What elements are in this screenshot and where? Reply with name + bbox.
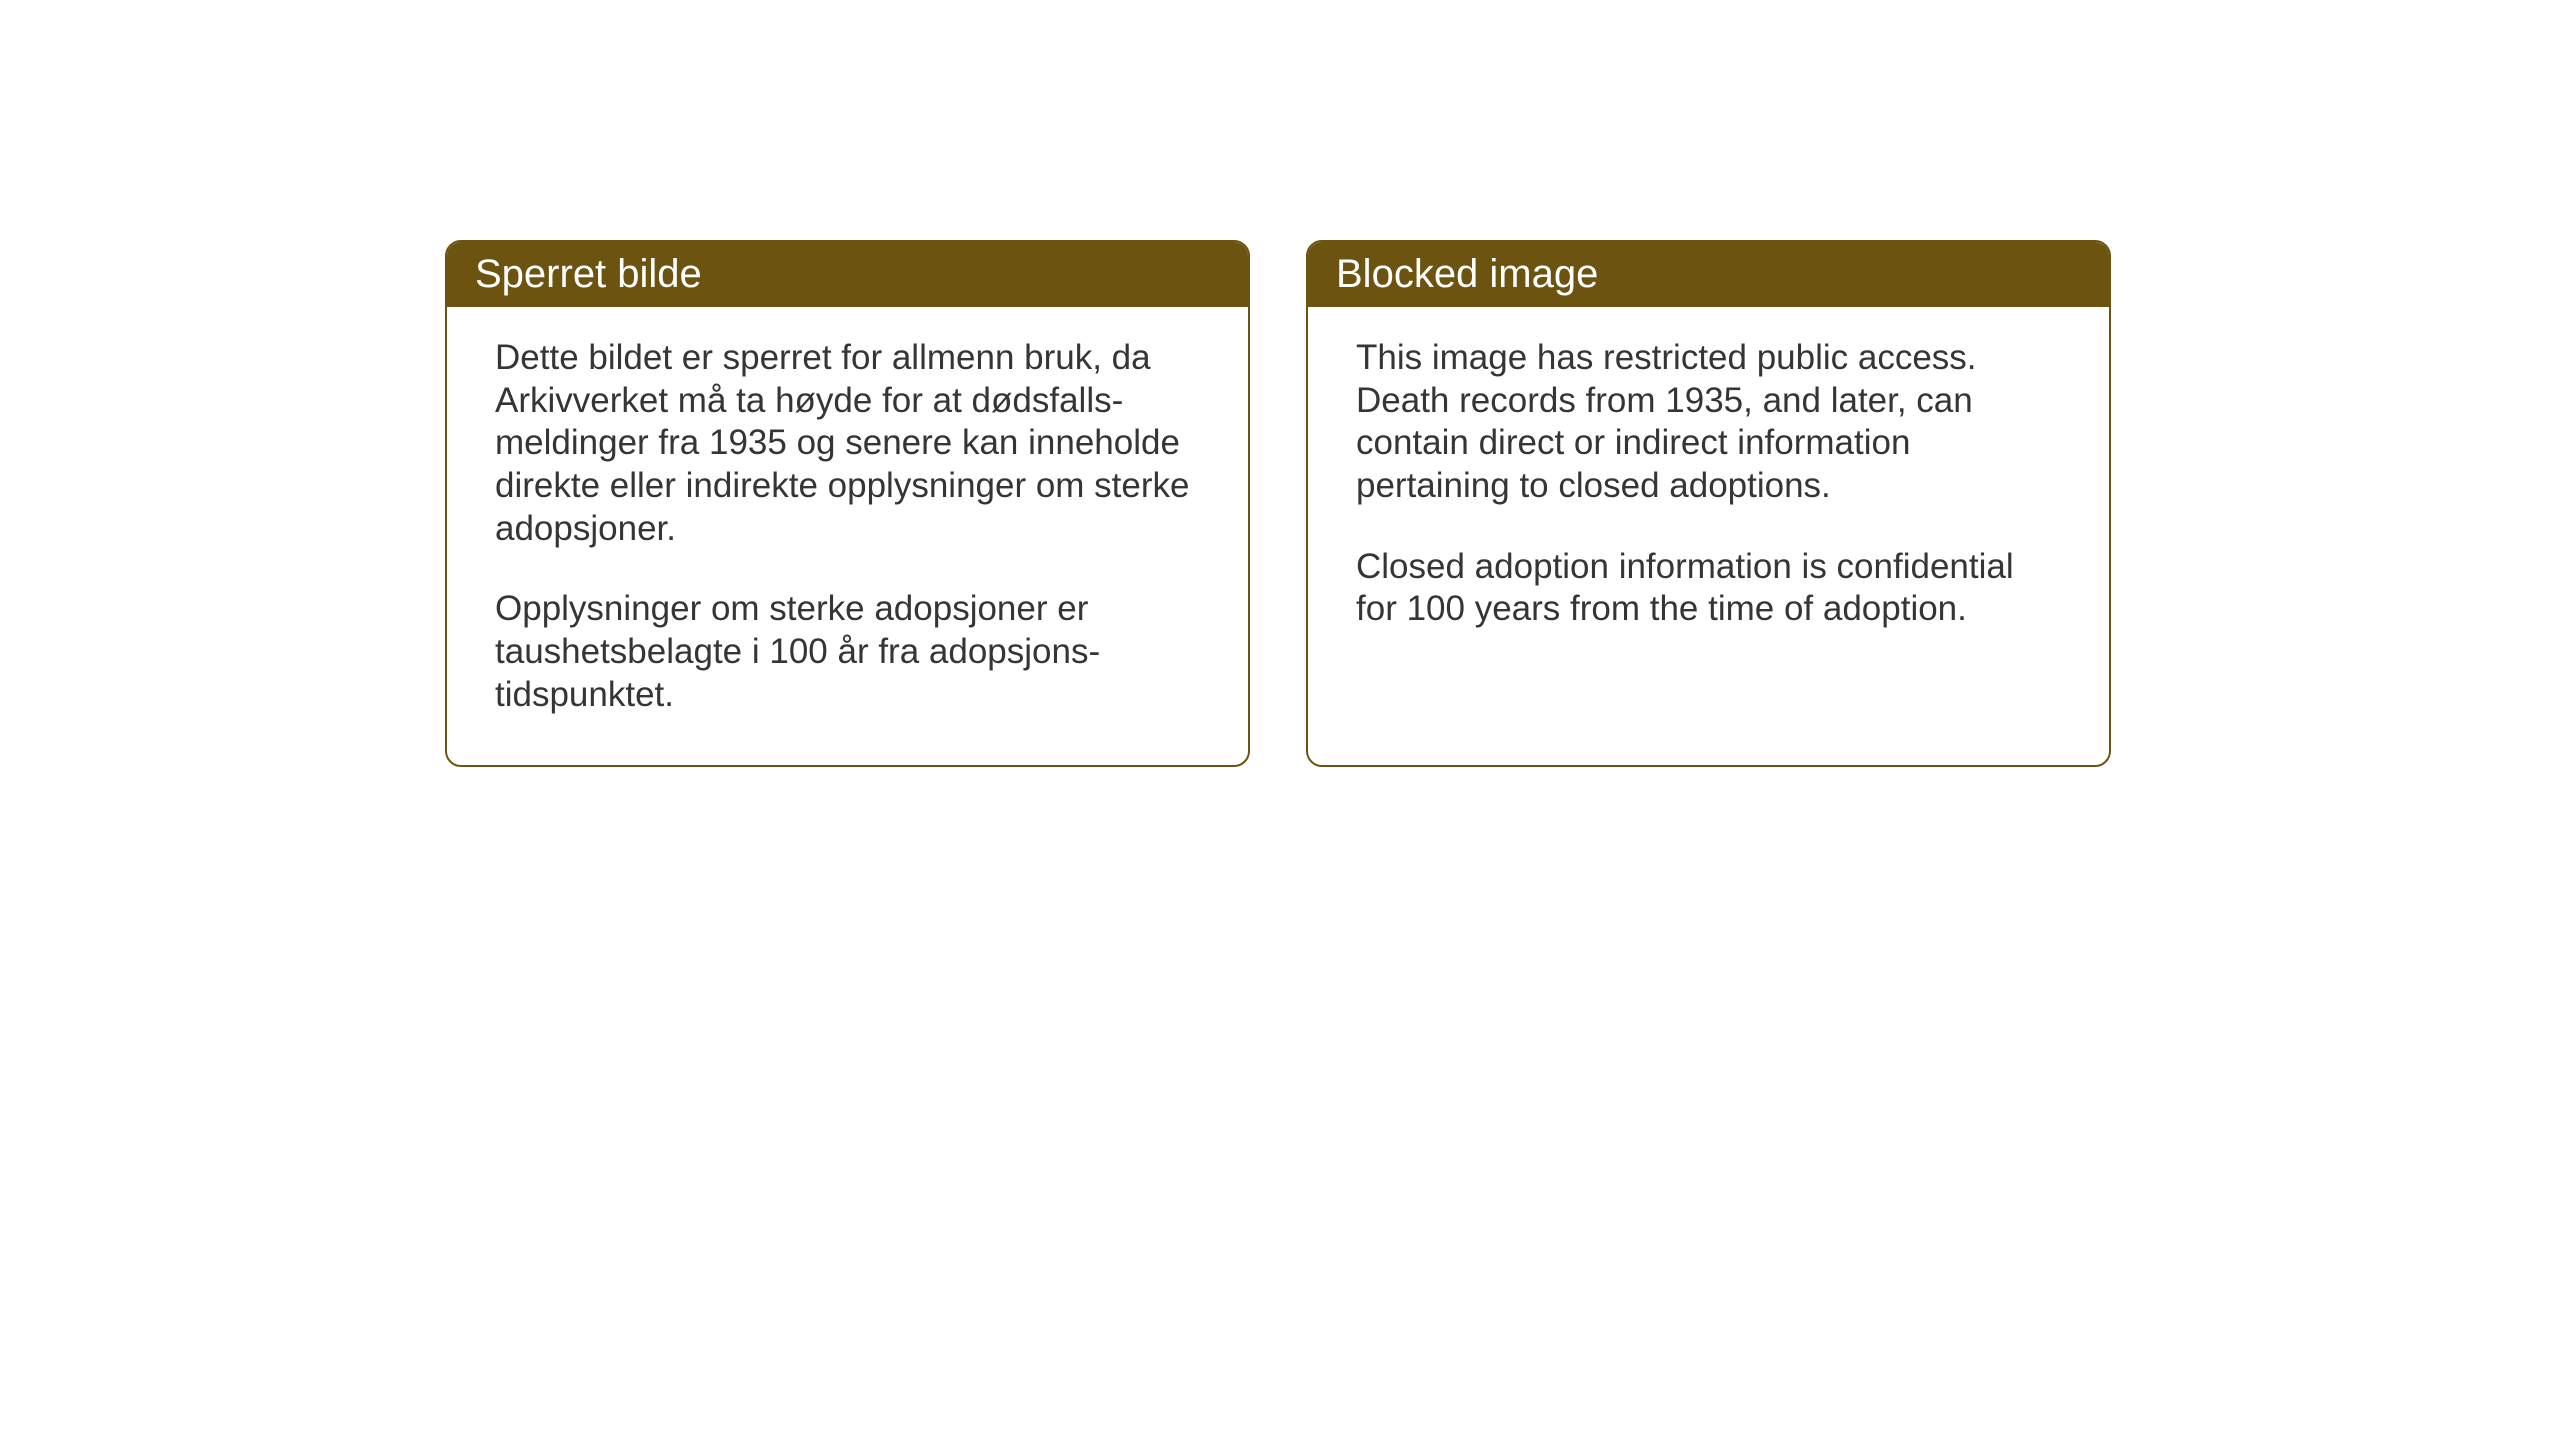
card-header-norwegian: Sperret bilde [447, 242, 1248, 307]
card-paragraph-2-norwegian: Opplysninger om sterke adopsjoner er tau… [495, 588, 1200, 716]
cards-container: Sperret bilde Dette bildet er sperret fo… [0, 0, 2560, 767]
card-body-english: This image has restricted public access.… [1308, 307, 2109, 679]
card-paragraph-1-english: This image has restricted public access.… [1356, 337, 2061, 508]
card-paragraph-2-english: Closed adoption information is confident… [1356, 546, 2061, 631]
notice-card-english: Blocked image This image has restricted … [1306, 240, 2111, 767]
notice-card-norwegian: Sperret bilde Dette bildet er sperret fo… [445, 240, 1250, 767]
card-paragraph-1-norwegian: Dette bildet er sperret for allmenn bruk… [495, 337, 1200, 550]
card-header-english: Blocked image [1308, 242, 2109, 307]
card-body-norwegian: Dette bildet er sperret for allmenn bruk… [447, 307, 1248, 765]
